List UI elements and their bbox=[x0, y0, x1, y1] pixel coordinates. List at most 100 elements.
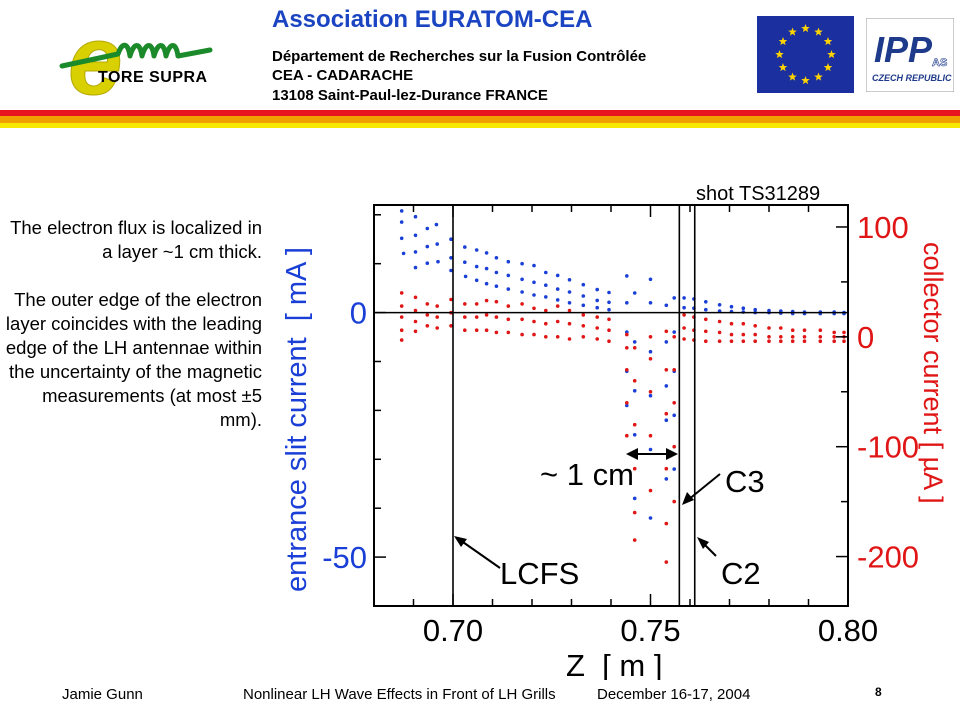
entrance-slit-point bbox=[425, 261, 430, 265]
collector-point bbox=[449, 297, 453, 302]
collector-point bbox=[717, 319, 722, 324]
width-arrow-head-right bbox=[666, 448, 678, 460]
entrance-slit-point bbox=[567, 301, 572, 305]
collector-point bbox=[399, 315, 404, 319]
c2-label: C2 bbox=[721, 556, 761, 591]
collector-point bbox=[779, 339, 783, 343]
eu-star-icon bbox=[788, 72, 797, 81]
collector-point bbox=[729, 332, 734, 337]
collector-point bbox=[463, 302, 467, 306]
entrance-slit-point bbox=[425, 226, 430, 231]
entrance-slit-point bbox=[607, 300, 611, 305]
eu-star-icon bbox=[814, 72, 823, 81]
collector-point bbox=[607, 317, 611, 322]
eu-star-icon bbox=[823, 37, 833, 46]
footer-author: Jamie Gunn bbox=[62, 686, 143, 703]
entrance-slit-point bbox=[625, 330, 629, 334]
collector-point bbox=[399, 328, 404, 332]
collector-point bbox=[494, 330, 499, 335]
collector-point bbox=[625, 401, 629, 405]
collector-point bbox=[802, 335, 807, 339]
header-stripe-red bbox=[0, 110, 960, 116]
entrance-slit-point bbox=[648, 447, 653, 452]
c3-arrow-head bbox=[682, 492, 694, 505]
header-title: Association EURATOM-CEA bbox=[272, 6, 593, 33]
ipp-logo-caption: CZECH REPUBLIC bbox=[872, 73, 952, 83]
collector-point bbox=[399, 304, 404, 308]
vertical-lines bbox=[452, 205, 696, 606]
collector-point bbox=[607, 328, 611, 332]
entrance-slit-point bbox=[506, 273, 511, 278]
x-tick-label: 0.80 bbox=[818, 613, 878, 648]
entrance-slit-point bbox=[704, 300, 708, 304]
entrance-slit-point bbox=[449, 256, 453, 260]
collector-point bbox=[494, 315, 499, 319]
entrance-slit-point bbox=[682, 305, 686, 310]
entrance-slit-point bbox=[449, 237, 453, 241]
collector-point bbox=[832, 330, 836, 335]
collector-point bbox=[664, 368, 669, 372]
header-stripe-orange bbox=[0, 116, 960, 123]
collector-point bbox=[741, 339, 746, 343]
entrance-slit-point bbox=[625, 403, 629, 408]
collector-point bbox=[753, 339, 757, 343]
collector-point bbox=[567, 308, 572, 313]
collector-point bbox=[581, 313, 586, 317]
collector-point bbox=[767, 335, 771, 339]
collector-point bbox=[767, 326, 771, 330]
entrance-slit-point bbox=[607, 307, 611, 312]
collector-point bbox=[741, 321, 746, 326]
collector-point bbox=[790, 328, 795, 332]
entrance-slit-point bbox=[506, 259, 511, 264]
collector-point bbox=[648, 357, 653, 361]
eu-star-icon bbox=[788, 27, 797, 36]
collector-point bbox=[544, 335, 548, 339]
eu-star-icon bbox=[801, 24, 810, 33]
ipp-logo-text: IPP bbox=[874, 29, 933, 70]
collector-point bbox=[704, 339, 708, 343]
entrance-slit-point bbox=[672, 296, 676, 300]
collector-point bbox=[399, 338, 404, 342]
page-number: 8 bbox=[875, 685, 882, 699]
collector-point bbox=[664, 560, 669, 564]
entrance-slit-point bbox=[399, 209, 404, 213]
collector-point bbox=[632, 379, 637, 383]
collector-point bbox=[842, 339, 846, 343]
collector-point bbox=[664, 411, 669, 416]
collector-point bbox=[672, 368, 676, 372]
collector-point bbox=[682, 326, 686, 330]
plot-frame bbox=[373, 204, 849, 607]
entrance-slit-point bbox=[567, 290, 572, 294]
collector-point bbox=[532, 319, 536, 324]
entrance-slit-point bbox=[672, 413, 676, 418]
entrance-slit-point bbox=[682, 296, 686, 300]
entrance-slit-point bbox=[532, 293, 536, 297]
entrance-slit-point bbox=[435, 242, 439, 246]
collector-point bbox=[555, 304, 560, 308]
entrance-slit-point bbox=[399, 236, 404, 241]
entrance-slit-point bbox=[567, 278, 572, 282]
side-text-para-2: The outer edge of the electron layer coi… bbox=[5, 289, 262, 430]
collector-point bbox=[425, 313, 430, 317]
entrance-slit-point bbox=[581, 303, 586, 308]
entrance-slit-point bbox=[463, 245, 467, 249]
collector-point bbox=[555, 319, 560, 324]
entrance-slit-point bbox=[632, 433, 637, 437]
entrance-slit-point bbox=[544, 283, 548, 287]
entrance-slit-point bbox=[449, 268, 453, 273]
collector-point bbox=[435, 326, 439, 330]
entrance-slit-point bbox=[425, 244, 430, 249]
collector-point bbox=[555, 335, 560, 339]
collector-point bbox=[729, 339, 734, 343]
c2-arrow-head bbox=[697, 537, 709, 549]
entrance-slit-point bbox=[413, 265, 418, 270]
entrance-slit-point bbox=[494, 284, 499, 288]
collector-point bbox=[672, 444, 676, 449]
collector-point bbox=[474, 302, 479, 306]
collector-point bbox=[818, 328, 823, 332]
collector-point bbox=[632, 466, 637, 471]
collector-point bbox=[399, 291, 404, 295]
collector-point bbox=[632, 538, 637, 542]
collector-point bbox=[435, 304, 439, 308]
collector-point bbox=[779, 326, 783, 330]
